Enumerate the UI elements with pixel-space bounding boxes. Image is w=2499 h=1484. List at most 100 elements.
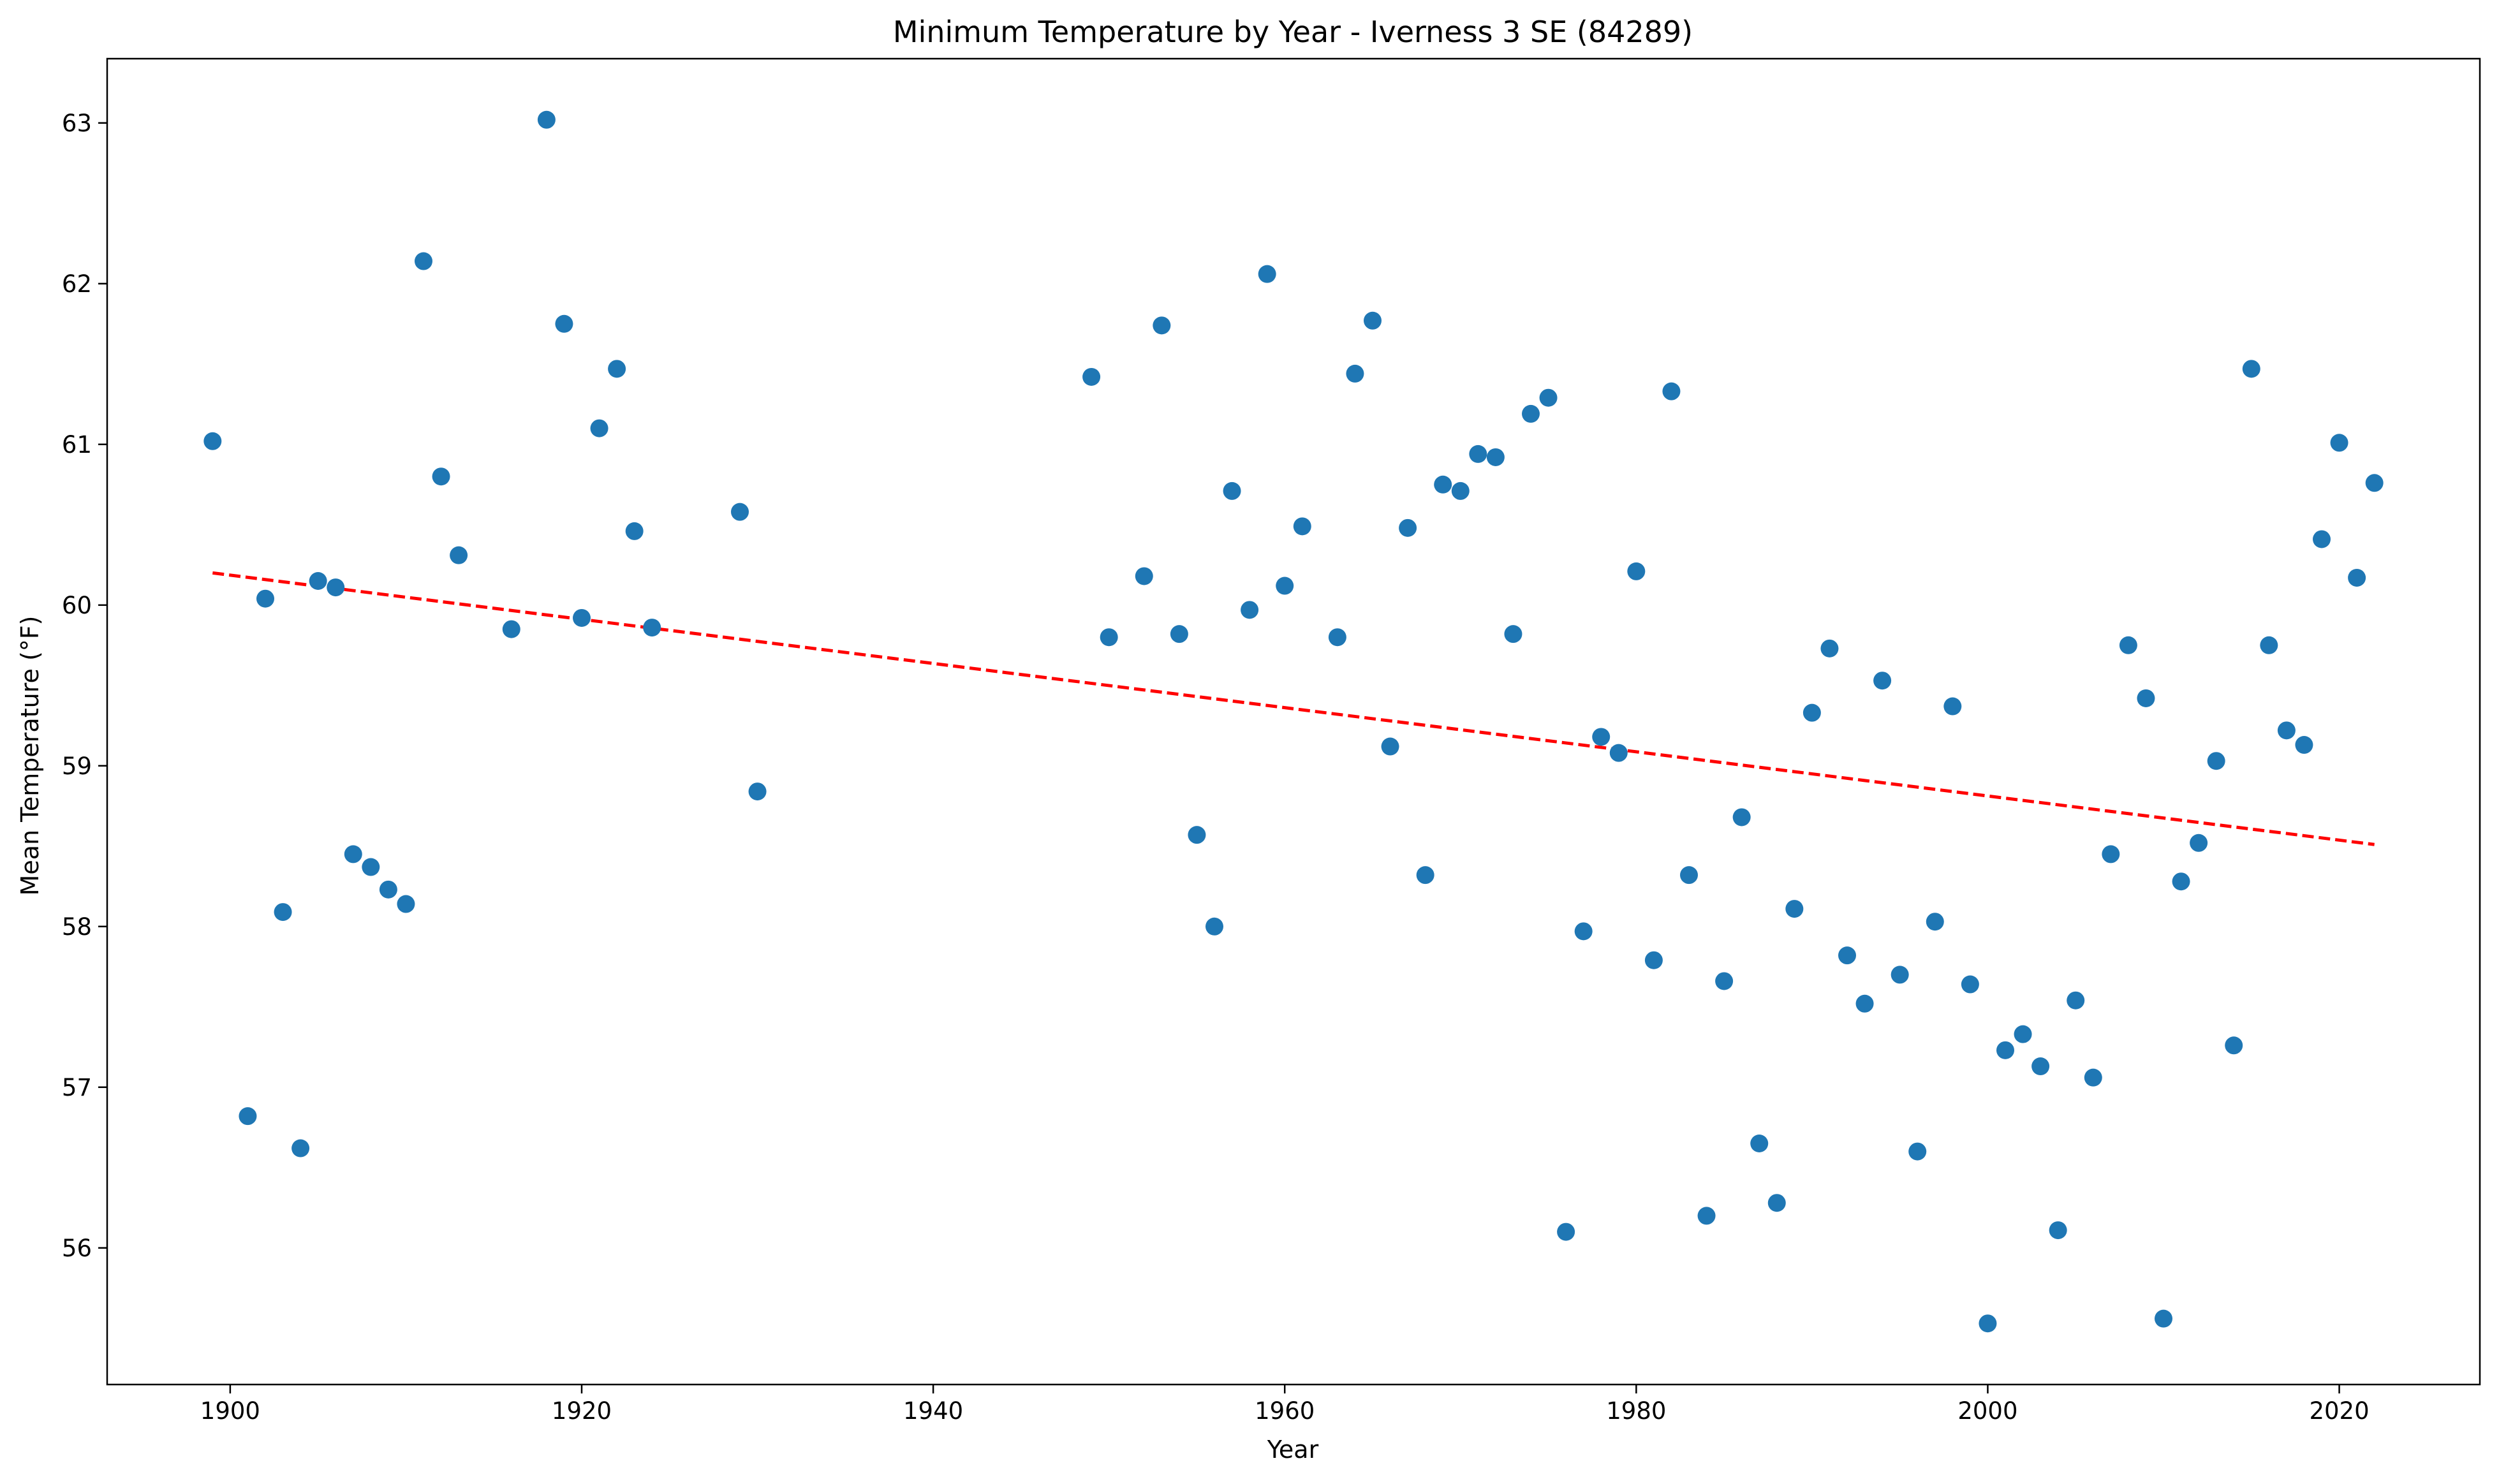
data-point bbox=[1961, 975, 1979, 994]
data-point bbox=[731, 503, 749, 521]
data-point bbox=[1399, 518, 1417, 537]
data-point bbox=[1100, 628, 1118, 647]
data-point bbox=[432, 467, 450, 486]
data-point bbox=[1153, 316, 1171, 335]
data-point bbox=[327, 578, 345, 597]
data-point bbox=[1908, 1142, 1927, 1161]
y-axis-label: Mean Temperature (°F) bbox=[16, 616, 44, 896]
data-point bbox=[1873, 672, 1892, 690]
data-point bbox=[573, 608, 591, 627]
data-point bbox=[2330, 434, 2348, 452]
y-tick-label: 59 bbox=[62, 753, 92, 780]
data-point bbox=[1293, 517, 1311, 536]
data-point bbox=[2313, 530, 2331, 548]
data-point bbox=[1627, 562, 1646, 580]
data-point bbox=[1135, 567, 1153, 585]
data-point bbox=[1205, 917, 1223, 936]
data-point bbox=[256, 589, 274, 608]
data-point bbox=[1802, 703, 1821, 722]
y-tick-label: 57 bbox=[62, 1074, 92, 1101]
y-tick-label: 56 bbox=[62, 1235, 92, 1262]
data-point bbox=[1715, 972, 1734, 990]
data-point bbox=[1592, 728, 1611, 746]
axes-frame bbox=[106, 57, 2481, 1386]
y-tick-label: 58 bbox=[62, 913, 92, 941]
x-tick-label: 1940 bbox=[903, 1397, 963, 1425]
trend-line bbox=[212, 571, 2375, 846]
data-point bbox=[1416, 866, 1434, 885]
data-point bbox=[608, 360, 626, 378]
data-point bbox=[397, 895, 415, 913]
data-point bbox=[643, 619, 661, 637]
data-point bbox=[2155, 1309, 2172, 1328]
data-point bbox=[2260, 636, 2278, 654]
data-point bbox=[2049, 1221, 2067, 1240]
data-point bbox=[2172, 872, 2190, 891]
data-point bbox=[1188, 826, 1206, 844]
data-point bbox=[1574, 922, 1593, 941]
y-tick-label: 63 bbox=[62, 110, 92, 137]
data-point bbox=[1732, 808, 1751, 826]
data-point bbox=[2190, 834, 2208, 852]
data-point bbox=[1662, 382, 1681, 400]
chart-title: Minimum Temperature by Year - Iverness 3… bbox=[893, 15, 1693, 49]
data-point bbox=[415, 252, 432, 270]
data-point bbox=[2067, 991, 2085, 1010]
data-point bbox=[1767, 1194, 1786, 1212]
data-point bbox=[203, 432, 222, 450]
data-point bbox=[1697, 1207, 1716, 1225]
data-point bbox=[1486, 448, 1505, 466]
data-point bbox=[748, 782, 767, 801]
data-point bbox=[1891, 966, 1909, 984]
x-tick-label: 1960 bbox=[1255, 1397, 1315, 1425]
data-point bbox=[2225, 1036, 2243, 1055]
data-point bbox=[1820, 639, 1839, 658]
data-point bbox=[344, 845, 362, 863]
x-tick-label: 2020 bbox=[2309, 1397, 2369, 1425]
x-tick-label: 1900 bbox=[200, 1397, 260, 1425]
data-point bbox=[1557, 1223, 1575, 1241]
data-point bbox=[1223, 481, 1241, 500]
data-point bbox=[2084, 1068, 2102, 1087]
data-point bbox=[1838, 946, 1856, 965]
data-point bbox=[590, 419, 608, 437]
data-point bbox=[2295, 736, 2313, 754]
data-point bbox=[1855, 994, 1874, 1013]
data-point bbox=[379, 880, 397, 899]
data-point bbox=[1979, 1314, 1997, 1333]
data-point bbox=[2031, 1057, 2050, 1076]
trend-line-group bbox=[212, 571, 2375, 846]
data-point bbox=[450, 546, 468, 564]
y-tick-label: 61 bbox=[62, 431, 92, 459]
y-tick-label: 62 bbox=[62, 270, 92, 298]
x-axis-label: Year bbox=[1267, 1436, 1319, 1464]
data-point bbox=[1926, 913, 1944, 931]
data-point bbox=[1241, 601, 1259, 619]
data-point bbox=[1750, 1135, 1769, 1152]
y-axis-ticks: 56 57 58 59 60 61 62 63 bbox=[62, 110, 107, 1262]
data-point bbox=[1451, 481, 1470, 500]
data-point bbox=[362, 858, 380, 876]
data-point bbox=[555, 314, 573, 333]
scatter-points bbox=[203, 110, 2384, 1333]
data-point bbox=[2137, 689, 2155, 707]
data-point bbox=[1504, 625, 1522, 643]
data-point bbox=[1680, 866, 1698, 885]
data-point bbox=[1609, 744, 1628, 762]
x-axis-ticks: 1900 1920 1940 1960 1980 2000 2020 bbox=[200, 1385, 2370, 1425]
data-point bbox=[1381, 737, 1399, 756]
data-point bbox=[1346, 364, 1364, 383]
data-point bbox=[1170, 625, 1188, 643]
data-point bbox=[1943, 697, 1962, 716]
data-point bbox=[625, 522, 644, 540]
data-point bbox=[1539, 388, 1558, 407]
data-point bbox=[537, 110, 556, 129]
data-point bbox=[1996, 1041, 2014, 1059]
data-point bbox=[2207, 752, 2225, 770]
x-tick-label: 1980 bbox=[1606, 1397, 1666, 1425]
data-point bbox=[1258, 265, 1276, 283]
data-point bbox=[2277, 721, 2296, 740]
data-point bbox=[1328, 628, 1346, 647]
